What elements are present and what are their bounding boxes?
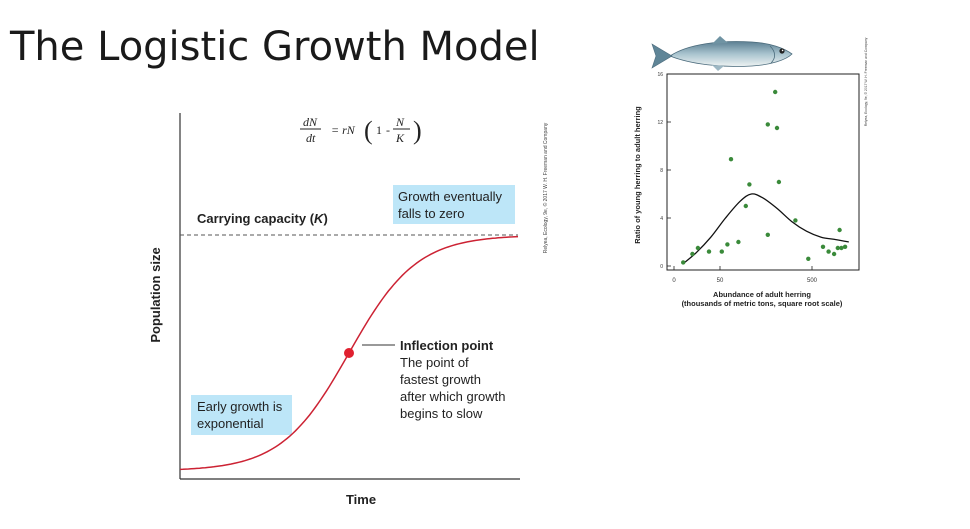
herring-points	[681, 89, 848, 265]
inflection-body-line4: begins to slow	[400, 406, 483, 421]
herring-y-label: Ratio of young herring to adult herring	[633, 106, 642, 244]
herring-plot-frame	[666, 73, 860, 271]
herring-data-point	[837, 227, 842, 233]
herring-y-tick-label: 12	[657, 120, 663, 126]
herring-y-tick-label: 8	[660, 168, 663, 174]
svg-text:= rN: = rN	[331, 123, 356, 137]
herring-data-point	[743, 203, 748, 209]
svg-text:dt: dt	[306, 131, 316, 145]
herring-data-point	[706, 249, 712, 254]
growth-zero-callout-line2: falls to zero	[398, 206, 464, 221]
herring-data-point	[839, 245, 844, 251]
herring-data-point	[725, 242, 730, 247]
herring-x-ticks: 0 50 500	[672, 266, 818, 284]
herring-x-tick-label: 500	[807, 278, 818, 284]
herring-x-tick-label: 50	[717, 278, 724, 284]
herring-fit-curve	[682, 193, 849, 265]
herring-chart: 0 4 8 12 16 0 50 500 Abundance of adult herrin…	[633, 36, 868, 308]
herring-data-point	[681, 260, 686, 265]
svg-text:-: -	[386, 123, 390, 137]
herring-data-point	[842, 244, 848, 249]
inflection-title: Inflection point	[400, 338, 494, 353]
herring-y-tick-label: 0	[660, 264, 663, 270]
inflection-body-line2: fastest growth	[400, 372, 481, 387]
herring-data-point	[831, 251, 837, 257]
svg-text:N: N	[395, 115, 405, 129]
herring-data-point	[719, 249, 724, 254]
svg-text:1: 1	[376, 123, 382, 137]
herring-data-point	[826, 249, 831, 254]
logistic-equation: dN dt = rN ( 1 - N K )	[300, 115, 422, 145]
herring-y-tick-label: 16	[657, 72, 663, 78]
slide-title: The Logistic Growth Model	[10, 24, 540, 70]
early-growth-callout-line1: Early growth is	[197, 399, 283, 414]
svg-text:K: K	[395, 131, 405, 145]
herring-data-point	[774, 125, 780, 131]
herring-x-tick-label: 0	[672, 278, 676, 284]
carrying-capacity-label: Carrying capacity (K)	[197, 211, 328, 226]
early-growth-callout-box	[191, 395, 292, 435]
herring-credit: Relyea, Ecology, 9e, © 2017 W. H. Freema…	[864, 37, 868, 126]
logistic-chart: Carrying capacity (K) dN dt = rN ( 1 - N…	[148, 113, 549, 507]
herring-data-point	[793, 218, 798, 223]
herring-data-point	[765, 232, 770, 237]
herring-data-point	[820, 244, 826, 249]
herring-data-point	[747, 182, 752, 187]
herring-fish-icon	[651, 36, 793, 71]
herring-data-point	[690, 251, 695, 257]
herring-x-sublabel: (thousands of metric tons, square root s…	[682, 299, 843, 308]
herring-data-point	[776, 179, 782, 185]
svg-text:(: (	[364, 116, 373, 145]
herring-data-point	[806, 256, 811, 261]
herring-data-point	[835, 245, 840, 251]
logistic-x-label: Time	[346, 492, 376, 507]
early-growth-callout-line2: exponential	[197, 416, 264, 431]
herring-data-point	[773, 89, 778, 95]
herring-y-tick-label: 4	[660, 216, 663, 222]
growth-zero-callout-box	[393, 185, 515, 224]
herring-y-ticks: 0 4 8 12 16	[657, 72, 671, 270]
herring-x-label: Abundance of adult herring	[713, 290, 811, 299]
herring-data-point	[765, 122, 770, 127]
logistic-y-label: Population size	[148, 247, 163, 342]
inflection-body-line3: after which growth	[400, 389, 506, 404]
growth-zero-callout-line1: Growth eventually	[398, 189, 503, 204]
svg-text:): )	[413, 116, 422, 145]
inflection-point-marker	[344, 348, 354, 358]
logistic-credit: Relyea, Ecology, 9e, © 2017 W. H. Freema…	[542, 122, 549, 253]
herring-data-point	[728, 157, 734, 162]
inflection-body-line1: The point of	[400, 355, 469, 370]
herring-data-point	[736, 239, 741, 245]
herring-data-point	[695, 245, 701, 251]
svg-text:dN: dN	[303, 115, 318, 129]
